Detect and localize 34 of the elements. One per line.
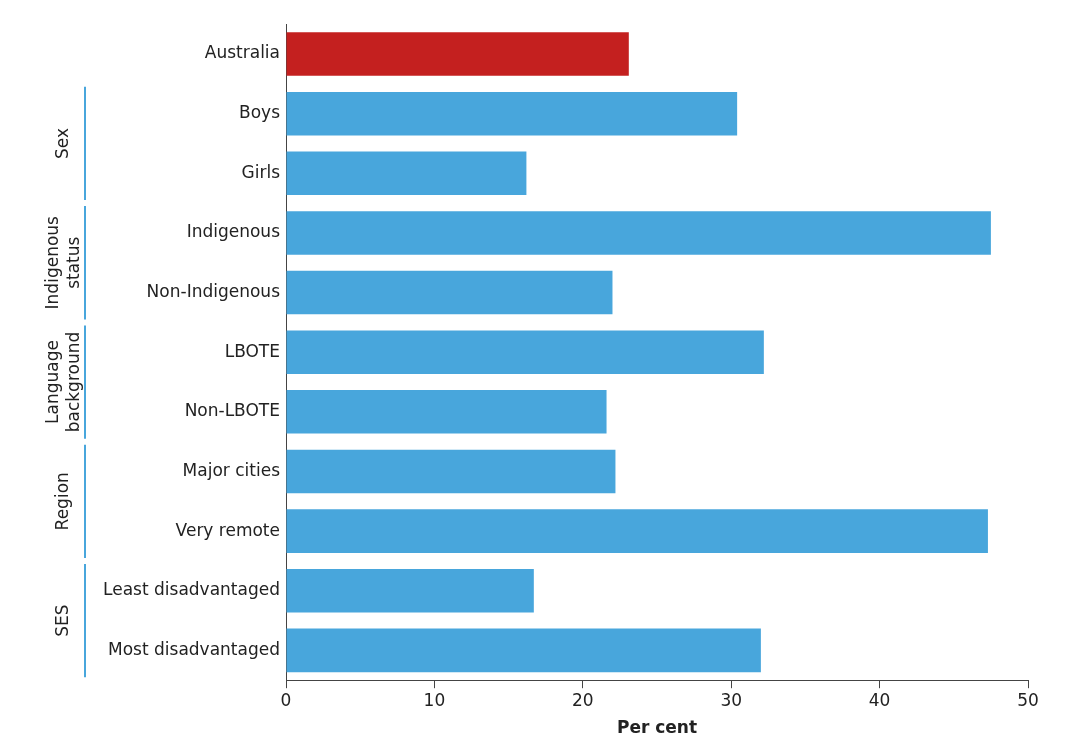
text: SES <box>52 604 73 637</box>
x-tick-label: 50 <box>1017 689 1039 710</box>
x-axis-title: Per cent <box>616 717 698 738</box>
x-tick-label: 0 <box>280 689 292 710</box>
text: Language background <box>41 331 83 433</box>
bar <box>286 390 607 434</box>
bar <box>286 270 613 315</box>
text: Indigenous status <box>41 215 83 310</box>
text: Region <box>52 472 73 531</box>
y-tick-label: Indigenous <box>186 221 281 242</box>
y-tick-label: Boys <box>239 102 281 123</box>
bar <box>286 330 764 374</box>
y-tick-label: Girls <box>241 161 281 182</box>
bar <box>286 151 527 196</box>
y-tick-label: Non-Indigenous <box>146 280 281 301</box>
bar <box>286 628 761 673</box>
bar <box>286 509 988 553</box>
bar <box>286 32 629 76</box>
bar <box>286 568 534 613</box>
y-tick-label: Most disadvantaged <box>108 638 280 659</box>
x-tick-label: 40 <box>868 689 891 710</box>
y-tick-label: Least disadvantaged <box>103 579 280 600</box>
y-tick-label: LBOTE <box>224 340 280 361</box>
y-tick-label: Australia <box>204 42 280 63</box>
bar <box>286 449 616 494</box>
y-tick-label: Non-LBOTE <box>184 400 280 421</box>
x-tick-label: 20 <box>571 689 594 710</box>
bar <box>286 91 738 136</box>
bar <box>286 211 991 255</box>
y-tick-label: Very remote <box>175 519 280 540</box>
x-tick-label: 10 <box>423 689 446 710</box>
x-tick-label: 30 <box>720 689 743 710</box>
text: Sex <box>52 127 73 159</box>
y-tick-label: Major cities <box>182 459 281 480</box>
